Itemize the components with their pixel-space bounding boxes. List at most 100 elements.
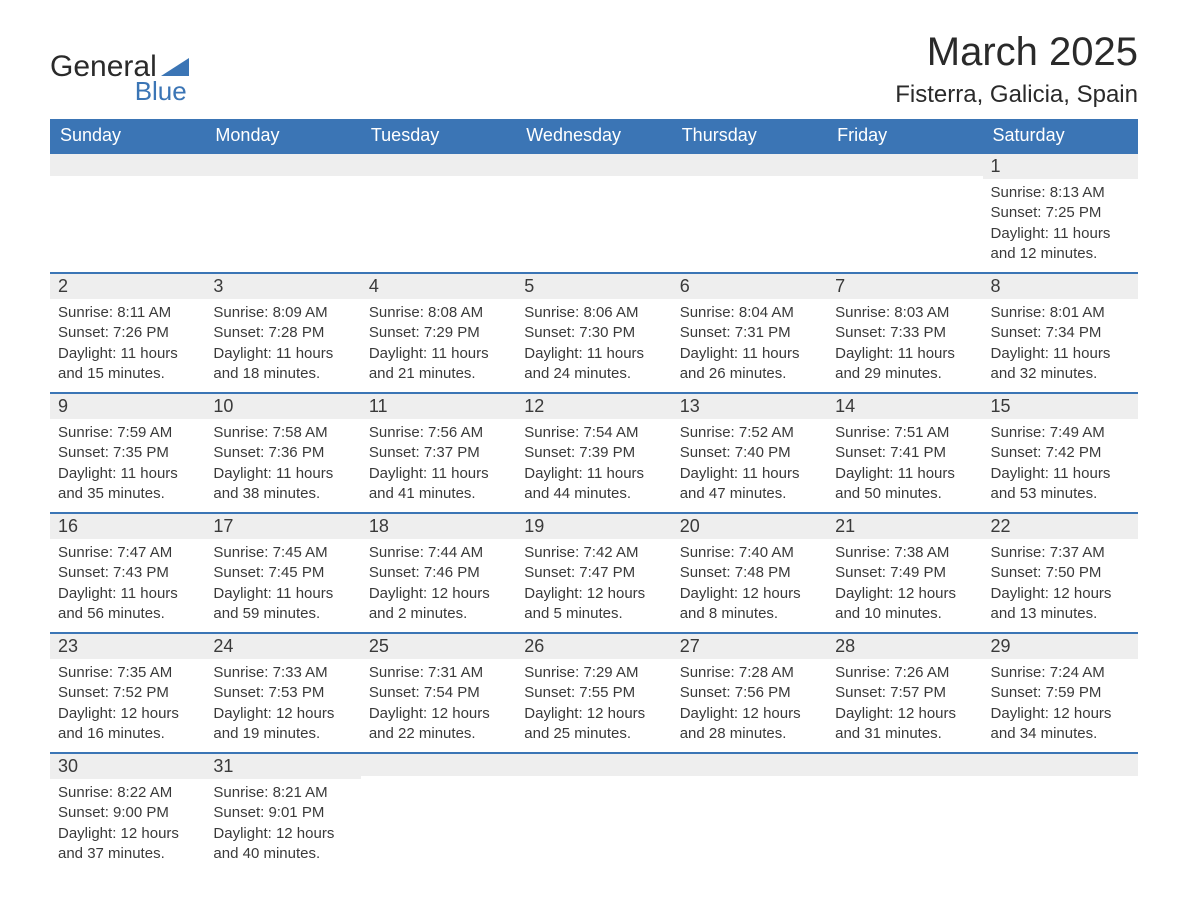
day-body: Sunrise: 7:28 AMSunset: 7:56 PMDaylight:… (672, 659, 827, 752)
daylight-text-2: and 34 minutes. (991, 724, 1130, 744)
day-body: Sunrise: 8:03 AMSunset: 7:33 PMDaylight:… (827, 299, 982, 392)
calendar-header-row: Sunday Monday Tuesday Wednesday Thursday… (50, 119, 1138, 152)
calendar-day-cell: 27 Sunrise: 7:28 AMSunset: 7:56 PMDayligh… (672, 632, 827, 752)
day-number: 29 (991, 636, 1011, 656)
daylight-text-2: and 8 minutes. (680, 604, 819, 624)
calendar-day-cell: 18Sunrise: 7:44 AMSunset: 7:46 PMDayligh… (361, 512, 516, 632)
title-block: March 2025 Fisterra, Galicia, Spain (895, 30, 1138, 109)
day-body: Sunrise: 7:29 AMSunset: 7:55 PMDaylight:… (516, 659, 671, 752)
sunrise-text: Sunrise: 7:35 AM (58, 663, 197, 683)
calendar-day-cell: 23Sunrise: 7:35 AMSunset: 7:52 PMDayligh… (50, 632, 205, 752)
day-number: 14 (835, 396, 855, 416)
day-header: Monday (205, 119, 360, 152)
sunset-text: Sunset: 7:37 PM (369, 443, 508, 463)
sunset-text: Sunset: 7:41 PM (835, 443, 974, 463)
calendar-day-cell: 6Sunrise: 8:04 AMSunset: 7:31 PMDaylight… (672, 272, 827, 392)
daylight-text-1: Daylight: 12 hours (369, 704, 508, 724)
day-body: Sunrise: 8:21 AMSunset: 9:01 PMDaylight:… (205, 779, 360, 872)
day-body: Sunrise: 7:24 AMSunset: 7:59 PMDaylight:… (983, 659, 1138, 752)
sunrise-text: Sunrise: 7:42 AM (524, 543, 663, 563)
daylight-text-1: Daylight: 12 hours (369, 584, 508, 604)
day-body: Sunrise: 7:45 AMSunset: 7:45 PMDaylight:… (205, 539, 360, 632)
day-number: 2 (58, 276, 68, 296)
sunset-text: Sunset: 7:42 PM (991, 443, 1130, 463)
page-header: General Blue March 2025 Fisterra, Galici… (50, 30, 1138, 109)
sunset-text: Sunset: 7:28 PM (213, 323, 352, 343)
sunset-text: Sunset: 7:36 PM (213, 443, 352, 463)
sunrise-text: Sunrise: 7:38 AM (835, 543, 974, 563)
day-number-bar: 1 (983, 152, 1138, 179)
day-body: Sunrise: 8:09 AMSunset: 7:28 PMDaylight:… (205, 299, 360, 392)
day-body: Sunrise: 8:13 AMSunset: 7:25 PMDaylight:… (983, 179, 1138, 272)
day-number-bar (516, 752, 671, 776)
daylight-text-1: Daylight: 12 hours (991, 584, 1130, 604)
day-number-bar: 16 (50, 512, 205, 539)
day-body: Sunrise: 7:56 AMSunset: 7:37 PMDaylight:… (361, 419, 516, 512)
sunset-text: Sunset: 7:59 PM (991, 683, 1130, 703)
sunrise-text: Sunrise: 8:09 AM (213, 303, 352, 323)
month-title: March 2025 (895, 30, 1138, 75)
daylight-text-1: Daylight: 11 hours (991, 464, 1130, 484)
calendar-day-cell (205, 152, 360, 272)
sunset-text: Sunset: 7:33 PM (835, 323, 974, 343)
sunrise-text: Sunrise: 8:06 AM (524, 303, 663, 323)
sunset-text: Sunset: 7:46 PM (369, 563, 508, 583)
sunrise-text: Sunrise: 7:33 AM (213, 663, 352, 683)
daylight-text-1: Daylight: 11 hours (369, 464, 508, 484)
calendar-day-cell: 12Sunrise: 7:54 AMSunset: 7:39 PMDayligh… (516, 392, 671, 512)
calendar-day-cell: 8Sunrise: 8:01 AMSunset: 7:34 PMDaylight… (983, 272, 1138, 392)
logo: General Blue (50, 30, 189, 107)
day-body: Sunrise: 7:31 AMSunset: 7:54 PMDaylight:… (361, 659, 516, 752)
calendar-day-cell (827, 152, 982, 272)
calendar-day-cell (672, 752, 827, 872)
day-number: 19 (524, 516, 544, 536)
calendar-day-cell: 19 Sunrise: 7:42 AMSunset: 7:47 PMDayligh… (516, 512, 671, 632)
daylight-text-2: and 28 minutes. (680, 724, 819, 744)
sunset-text: Sunset: 7:43 PM (58, 563, 197, 583)
day-body: Sunrise: 8:04 AMSunset: 7:31 PMDaylight:… (672, 299, 827, 392)
day-body: Sunrise: 7:42 AMSunset: 7:47 PMDaylight:… (516, 539, 671, 632)
day-number-bar: 29 (983, 632, 1138, 659)
daylight-text-1: Daylight: 11 hours (835, 344, 974, 364)
day-number-bar: 21 (827, 512, 982, 539)
daylight-text-1: Daylight: 11 hours (680, 464, 819, 484)
sunrise-text: Sunrise: 8:04 AM (680, 303, 819, 323)
calendar-week-row: 23Sunrise: 7:35 AMSunset: 7:52 PMDayligh… (50, 632, 1138, 752)
day-number-bar: 4 (361, 272, 516, 299)
daylight-text-1: Daylight: 12 hours (524, 584, 663, 604)
day-number: 26 (524, 636, 544, 656)
calendar-day-cell: 3Sunrise: 8:09 AMSunset: 7:28 PMDaylight… (205, 272, 360, 392)
sunrise-text: Sunrise: 8:13 AM (991, 183, 1130, 203)
day-number-bar: 9 (50, 392, 205, 419)
sunrise-text: Sunrise: 8:22 AM (58, 783, 197, 803)
daylight-text-1: Daylight: 11 hours (213, 584, 352, 604)
daylight-text-2: and 5 minutes. (524, 604, 663, 624)
sunset-text: Sunset: 7:57 PM (835, 683, 974, 703)
calendar-week-row: 16Sunrise: 7:47 AMSunset: 7:43 PMDayligh… (50, 512, 1138, 632)
daylight-text-2: and 16 minutes. (58, 724, 197, 744)
day-number: 21 (835, 516, 855, 536)
day-body: Sunrise: 7:44 AMSunset: 7:46 PMDaylight:… (361, 539, 516, 632)
day-body (50, 176, 205, 260)
day-number-bar: 7 (827, 272, 982, 299)
daylight-text-2: and 37 minutes. (58, 844, 197, 864)
daylight-text-2: and 2 minutes. (369, 604, 508, 624)
daylight-text-1: Daylight: 12 hours (213, 824, 352, 844)
day-body: Sunrise: 7:33 AMSunset: 7:53 PMDaylight:… (205, 659, 360, 752)
day-number: 4 (369, 276, 379, 296)
daylight-text-2: and 50 minutes. (835, 484, 974, 504)
daylight-text-2: and 18 minutes. (213, 364, 352, 384)
day-body (361, 776, 516, 860)
daylight-text-2: and 41 minutes. (369, 484, 508, 504)
sunrise-text: Sunrise: 7:52 AM (680, 423, 819, 443)
sunset-text: Sunset: 7:52 PM (58, 683, 197, 703)
location-label: Fisterra, Galicia, Spain (895, 81, 1138, 109)
sunset-text: Sunset: 7:25 PM (991, 203, 1130, 223)
day-number: 27 (680, 636, 700, 656)
daylight-text-2: and 47 minutes. (680, 484, 819, 504)
sunrise-text: Sunrise: 8:08 AM (369, 303, 508, 323)
day-number-bar: 25 (361, 632, 516, 659)
daylight-text-1: Daylight: 11 hours (58, 584, 197, 604)
calendar-day-cell (983, 752, 1138, 872)
daylight-text-1: Daylight: 12 hours (835, 704, 974, 724)
